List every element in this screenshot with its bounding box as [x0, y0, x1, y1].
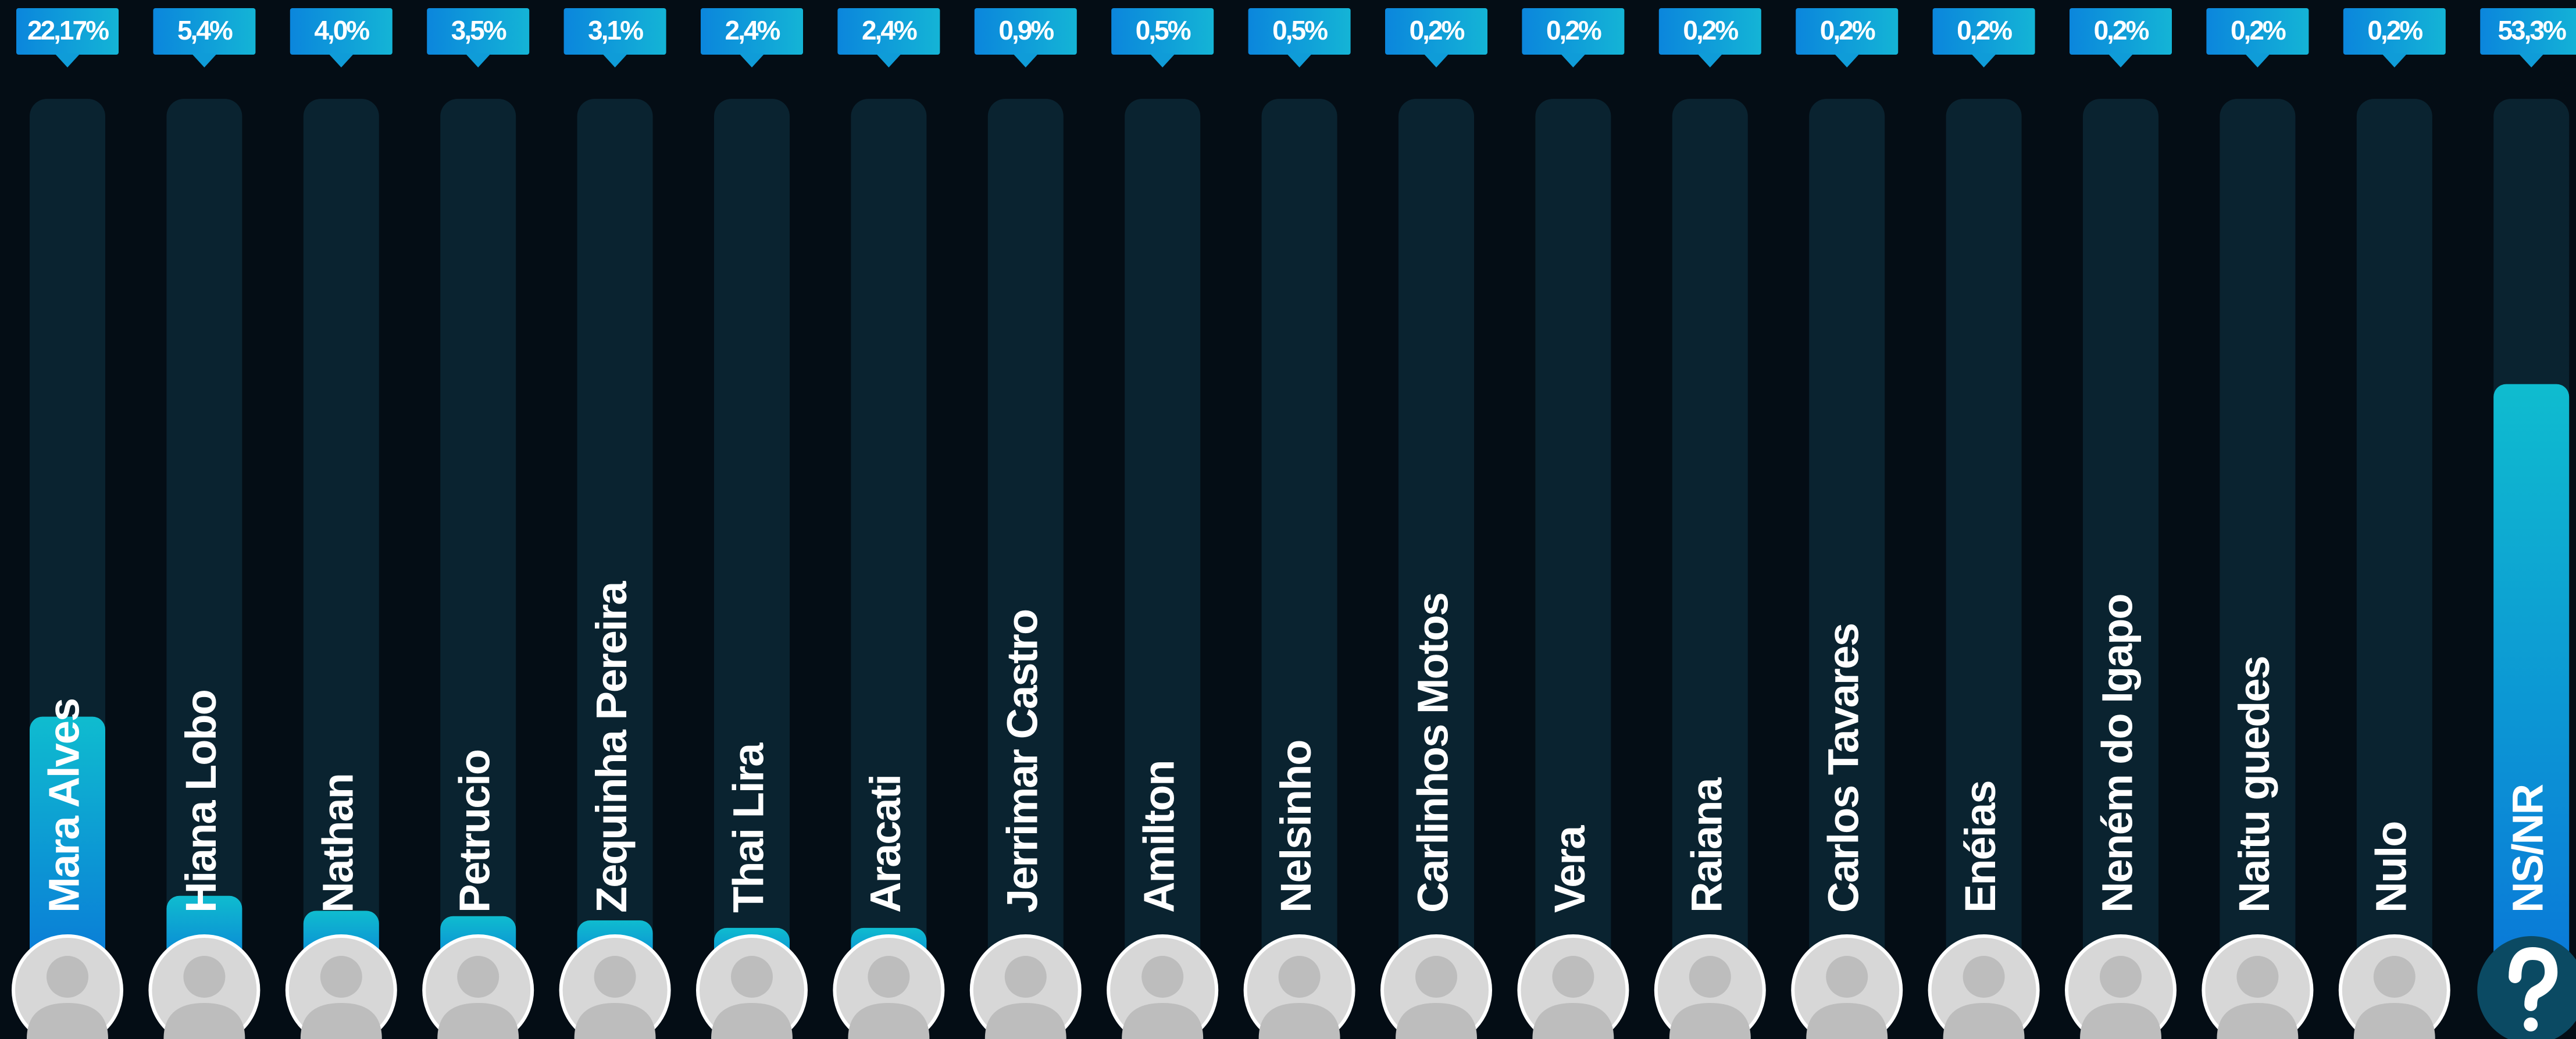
category-label: Mara Alves — [40, 699, 88, 913]
value-label: 0,2% — [1546, 15, 1601, 45]
avatar — [2340, 936, 2449, 1039]
avatar — [1656, 936, 1764, 1039]
category-label: Nathan — [313, 774, 362, 913]
category-label: Zequinha Pereira — [587, 581, 636, 913]
avatar — [13, 936, 122, 1039]
avatar — [972, 936, 1080, 1039]
category-label: Raiana — [1682, 777, 1731, 913]
category-label: Vera — [1546, 825, 1594, 913]
avatar — [561, 936, 669, 1039]
category-label: Neném do Igapo — [2093, 594, 2142, 913]
avatar-head — [457, 956, 499, 998]
avatar-head — [320, 956, 362, 998]
avatar-head — [1826, 956, 1868, 998]
avatar-head — [1279, 956, 1321, 998]
value-label: 0,9% — [998, 15, 1054, 45]
avatar — [1930, 936, 2038, 1039]
value-label: 0,2% — [1820, 15, 1875, 45]
avatar-head — [1005, 956, 1047, 998]
value-label: 2,4% — [862, 15, 917, 45]
avatar-head — [1963, 956, 2005, 998]
value-label: 3,1% — [588, 15, 643, 45]
avatar — [2067, 936, 2175, 1039]
category-label: Carlinhos Motos — [1409, 593, 1457, 913]
avatar-head — [1141, 956, 1183, 998]
category-label: Carlos Tavares — [1819, 624, 1868, 913]
avatar-head — [2100, 956, 2142, 998]
category-label: Petrucio — [451, 750, 499, 913]
category-label: Naitu guedes — [2230, 656, 2278, 913]
avatar — [1793, 936, 1901, 1039]
chart: 22,17% Mara Alves 5,4% Hiana Lobo 4,0% Nathan… — [0, 0, 2576, 1039]
avatar — [287, 936, 395, 1039]
avatar-head — [1552, 956, 1594, 998]
value-label: 0,2% — [1957, 15, 2012, 45]
category-label: Aracati — [861, 775, 909, 913]
avatar-head — [731, 956, 773, 998]
avatar-head — [1415, 956, 1457, 998]
value-label: 0,2% — [2094, 15, 2149, 45]
value-label: 53,3% — [2497, 15, 2566, 45]
avatar — [1382, 936, 1490, 1039]
avatar-head — [868, 956, 909, 998]
value-label: 3,5% — [451, 15, 506, 45]
value-label: 5,4% — [177, 15, 233, 45]
value-label: 0,5% — [1136, 15, 1191, 45]
value-label: 0,2% — [1683, 15, 1738, 45]
category-label: Hiana Lobo — [177, 690, 225, 913]
value-label: 0,5% — [1272, 15, 1328, 45]
category-label: Enéias — [1956, 781, 2004, 913]
avatar-head — [2236, 956, 2278, 998]
category-label: Amilton — [1135, 761, 1183, 913]
avatar-head — [1689, 956, 1731, 998]
value-label: 0,2% — [2231, 15, 2286, 45]
avatar — [424, 936, 532, 1039]
avatar — [834, 936, 943, 1039]
value-label: 0,2% — [1410, 15, 1465, 45]
avatar — [1108, 936, 1216, 1039]
category-label: Thai Lira — [725, 742, 773, 913]
avatar — [1246, 936, 1354, 1039]
value-label: 4,0% — [314, 15, 369, 45]
avatar — [150, 936, 258, 1039]
avatar-head — [594, 956, 636, 998]
avatar-head — [183, 956, 225, 998]
category-label: Nelsinho — [1272, 741, 1320, 913]
avatar — [2203, 936, 2311, 1039]
category-label: Jerrimar Castro — [998, 610, 1046, 913]
category-label: NS/NR — [2504, 784, 2552, 913]
value-label: 22,17% — [27, 15, 109, 45]
avatar-head — [47, 956, 88, 998]
avatar — [698, 936, 806, 1039]
question-dot — [2524, 1017, 2538, 1031]
avatar — [1519, 936, 1627, 1039]
avatar-head — [2374, 956, 2416, 998]
value-label: 0,2% — [2367, 15, 2422, 45]
category-label: Nulo — [2367, 822, 2415, 913]
value-label: 2,4% — [725, 15, 780, 45]
